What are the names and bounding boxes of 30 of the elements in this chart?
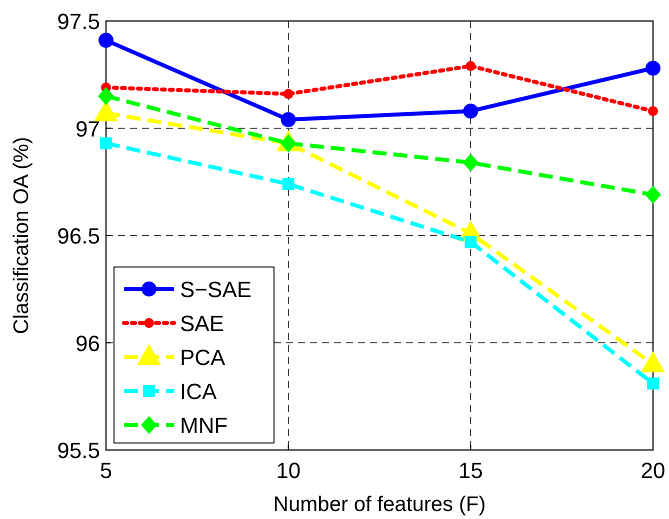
legend-label: S−SAE	[180, 277, 252, 302]
point	[464, 236, 477, 248]
y-tick-label: 96.5	[57, 224, 100, 248]
legend-label: ICA	[180, 379, 217, 404]
point	[462, 154, 479, 172]
y-axis-title: Classification OA (%)	[10, 136, 33, 334]
y-tick-label: 97	[76, 116, 100, 142]
point	[647, 378, 659, 390]
point	[280, 112, 296, 128]
x-axis-title: Number of features (F)	[273, 493, 486, 516]
legend-label: MNF	[180, 413, 228, 438]
point	[645, 186, 661, 204]
point	[282, 178, 294, 190]
legend-label: SAE	[180, 311, 224, 336]
point	[98, 32, 114, 48]
point	[98, 87, 114, 106]
point	[100, 137, 112, 150]
x-tick-label: 15	[458, 458, 483, 483]
legend-label: PCA	[180, 345, 226, 370]
point	[466, 61, 476, 72]
y-tick-label: 97.5	[57, 9, 100, 34]
x-tick-label: 5	[100, 458, 112, 483]
point	[648, 106, 658, 116]
point	[283, 88, 294, 99]
x-tick-label: 10	[276, 458, 301, 483]
y-tick-label: 96	[76, 330, 100, 356]
point	[646, 60, 660, 76]
x-tick-label: 20	[640, 458, 666, 483]
y-tick-label: 95.5	[57, 438, 100, 463]
point	[463, 104, 478, 119]
